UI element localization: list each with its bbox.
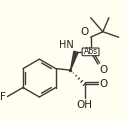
Text: OH: OH bbox=[76, 100, 92, 110]
Text: HN: HN bbox=[59, 40, 74, 50]
Text: O: O bbox=[81, 27, 89, 37]
FancyBboxPatch shape bbox=[82, 48, 99, 56]
Text: Abs: Abs bbox=[84, 47, 98, 56]
Text: F: F bbox=[0, 92, 6, 102]
Text: O: O bbox=[99, 65, 107, 75]
Text: O: O bbox=[99, 79, 107, 89]
Polygon shape bbox=[70, 51, 78, 70]
